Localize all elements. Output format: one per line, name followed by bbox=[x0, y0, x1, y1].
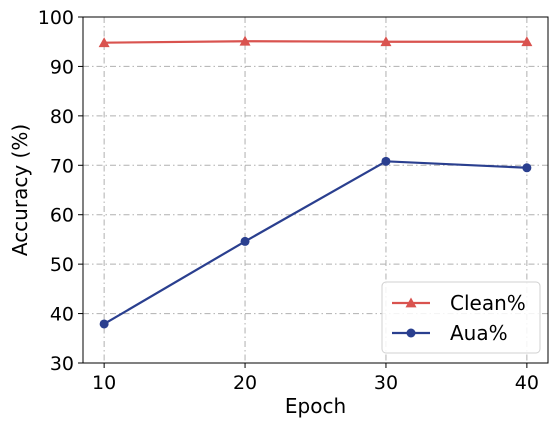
legend-box bbox=[381, 281, 541, 354]
series-line-aua bbox=[103, 160, 527, 325]
series-layer bbox=[98, 35, 533, 329]
y-tick-label: 70 bbox=[50, 155, 74, 177]
x-axis-label: Epoch bbox=[285, 394, 346, 418]
data-point-aua bbox=[240, 236, 250, 246]
y-tick-label: 90 bbox=[50, 56, 74, 78]
tick-layer: 10 20 30 40 30 40 50 60 70 80 90 100 bbox=[38, 7, 539, 394]
x-tick-label: 10 bbox=[92, 372, 116, 394]
data-point-aua bbox=[381, 156, 391, 166]
y-tick-label: 50 bbox=[50, 254, 74, 276]
legend-label-aua: Aua% bbox=[450, 321, 508, 345]
series-line-clean bbox=[104, 40, 527, 44]
data-point-clean bbox=[98, 37, 110, 48]
data-point-clean bbox=[239, 35, 251, 46]
y-tick-label: 30 bbox=[50, 353, 74, 375]
legend-marker-aua bbox=[406, 328, 416, 338]
x-tick-label: 30 bbox=[374, 372, 398, 394]
data-point-clean bbox=[380, 36, 392, 47]
data-point-clean bbox=[521, 36, 533, 47]
y-tick-label: 60 bbox=[50, 205, 74, 227]
legend: Clean% Aua% bbox=[381, 281, 541, 354]
legend-label-clean: Clean% bbox=[450, 291, 526, 315]
y-tick-label: 100 bbox=[38, 7, 74, 29]
y-axis-label: Accuracy (%) bbox=[8, 124, 32, 256]
y-tick-label: 40 bbox=[50, 304, 74, 326]
data-point-aua bbox=[522, 163, 532, 173]
legend-marker-clean bbox=[405, 297, 417, 308]
x-tick-label: 40 bbox=[515, 372, 539, 394]
y-tick-label: 80 bbox=[50, 106, 74, 128]
plot-frame bbox=[82, 16, 549, 364]
data-point-aua bbox=[99, 319, 109, 329]
x-tick-label: 20 bbox=[233, 372, 257, 394]
